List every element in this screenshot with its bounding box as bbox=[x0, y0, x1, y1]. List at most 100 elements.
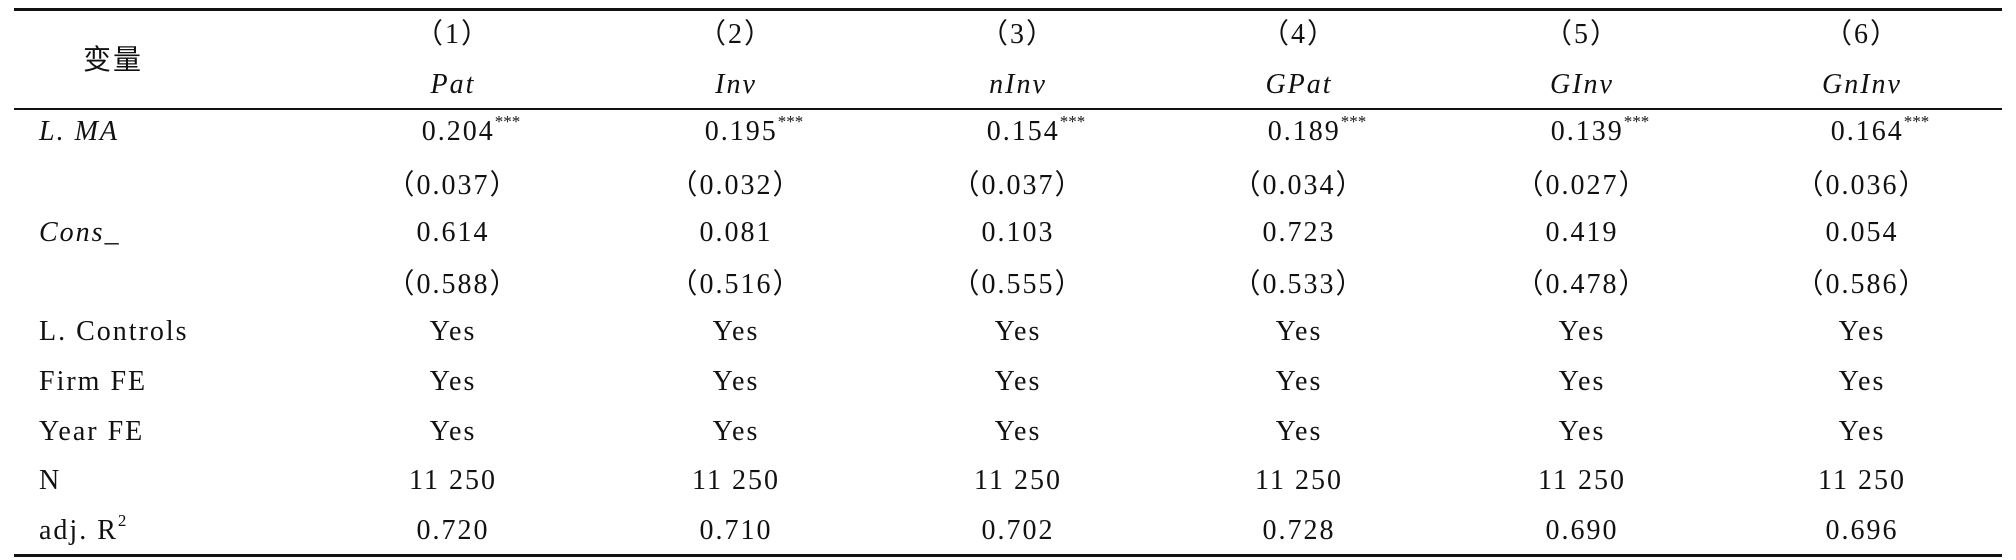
cell-value: （0.586） bbox=[1795, 269, 1929, 300]
cell-value: （0.037） bbox=[951, 170, 1085, 201]
cell: （0.586） bbox=[1795, 262, 1928, 302]
cell-value: （0.036） bbox=[1795, 170, 1929, 201]
row-label: L. MA bbox=[39, 116, 119, 147]
cell: 0.696 bbox=[1826, 515, 1899, 547]
column-name: nInv bbox=[989, 69, 1047, 100]
cell-value: 0.054 bbox=[1825, 217, 1899, 248]
variable-header: 变量 bbox=[82, 45, 144, 76]
cell-value: Yes bbox=[1838, 366, 1886, 397]
row-label: L. Controls bbox=[39, 316, 189, 347]
cell: 11 250 bbox=[1538, 465, 1626, 497]
cell: Yes bbox=[430, 316, 477, 348]
cell-value: 0.419 bbox=[1545, 217, 1619, 248]
cell-value: （0.034） bbox=[1232, 170, 1366, 201]
cell-value: Yes bbox=[1275, 416, 1323, 447]
label-superscript: 2 bbox=[117, 511, 127, 530]
cell-value: 11 250 bbox=[409, 465, 497, 496]
cell: Yes bbox=[1559, 366, 1606, 398]
significance-stars: *** bbox=[494, 112, 521, 131]
cell: 11 250 bbox=[974, 465, 1062, 497]
cell-value: Yes bbox=[1558, 316, 1606, 347]
cell-value: Yes bbox=[429, 366, 477, 397]
cell: 0.419 bbox=[1546, 217, 1619, 249]
cell: （0.027） bbox=[1515, 163, 1648, 203]
cell: 11 250 bbox=[692, 465, 780, 497]
cell-value: 11 250 bbox=[1255, 465, 1343, 496]
cell-value: 0.723 bbox=[1262, 217, 1336, 248]
cell-value: Yes bbox=[429, 316, 477, 347]
row-label: N bbox=[39, 465, 62, 496]
cell: 0.189*** bbox=[1267, 112, 1367, 148]
cell: 0.204*** bbox=[422, 112, 521, 148]
significance-stars: *** bbox=[1623, 112, 1650, 131]
cell-value: Yes bbox=[712, 416, 760, 447]
cell-value: 11 250 bbox=[974, 465, 1062, 496]
cell: 0.728 bbox=[1263, 515, 1336, 547]
cell: 0.723 bbox=[1263, 217, 1336, 249]
column-name: Pat bbox=[430, 69, 476, 100]
cell: Yes bbox=[1559, 316, 1606, 348]
cell: Yes bbox=[1276, 366, 1323, 398]
cell: 0.720 bbox=[417, 515, 490, 547]
cell: 0.081 bbox=[700, 217, 773, 249]
cell: Yes bbox=[713, 316, 760, 348]
row-label: adj. R2 bbox=[39, 511, 126, 547]
cell-value: Yes bbox=[1558, 366, 1606, 397]
cell: Yes bbox=[430, 416, 477, 448]
cell-value: Yes bbox=[1838, 316, 1886, 347]
cell-value: Yes bbox=[994, 366, 1042, 397]
row-label: Cons_ bbox=[39, 217, 121, 248]
row-label: Year FE bbox=[39, 416, 145, 447]
bottom-rule bbox=[14, 554, 2002, 557]
cell: Yes bbox=[713, 366, 760, 398]
column-number: （1） bbox=[414, 19, 492, 50]
cell: （0.516） bbox=[669, 262, 802, 302]
cell-value: 0.081 bbox=[699, 217, 773, 248]
cell-value: 0.696 bbox=[1825, 515, 1899, 546]
cell: （0.037） bbox=[386, 163, 519, 203]
cell: 0.154*** bbox=[986, 112, 1086, 148]
cell: 0.139*** bbox=[1550, 112, 1650, 148]
cell-value: Yes bbox=[429, 416, 477, 447]
column-number: （5） bbox=[1543, 19, 1621, 50]
cell: （0.533） bbox=[1232, 262, 1365, 302]
cell-value: Yes bbox=[1275, 366, 1323, 397]
cell-value: 0.690 bbox=[1545, 515, 1619, 546]
cell-value: （0.516） bbox=[669, 269, 803, 300]
column-number: （4） bbox=[1260, 19, 1338, 50]
cell: 0.690 bbox=[1546, 515, 1619, 547]
cell-value: 0.189 bbox=[1267, 116, 1341, 147]
cell-value: 0.720 bbox=[416, 515, 490, 546]
cell-value: 0.139 bbox=[1550, 116, 1624, 147]
cell-value: 0.195 bbox=[704, 116, 778, 147]
cell: 0.103 bbox=[982, 217, 1055, 249]
cell: 0.195*** bbox=[704, 112, 804, 148]
cell-value: Yes bbox=[1275, 316, 1323, 347]
cell-value: 11 250 bbox=[1818, 465, 1906, 496]
column-name: GPat bbox=[1265, 69, 1333, 100]
cell-value: （0.555） bbox=[951, 269, 1085, 300]
cell-value: 0.154 bbox=[986, 116, 1060, 147]
cell: Yes bbox=[1839, 416, 1886, 448]
cell: Yes bbox=[430, 366, 477, 398]
cell-value: （0.027） bbox=[1515, 170, 1649, 201]
cell-value: 0.710 bbox=[699, 515, 773, 546]
cell-value: （0.533） bbox=[1232, 269, 1366, 300]
column-number: （2） bbox=[697, 19, 775, 50]
cell: 11 250 bbox=[1255, 465, 1343, 497]
cell: （0.034） bbox=[1232, 163, 1365, 203]
cell: Yes bbox=[1839, 366, 1886, 398]
cell: （0.032） bbox=[669, 163, 802, 203]
cell-value: 0.103 bbox=[981, 217, 1055, 248]
cell: 11 250 bbox=[1818, 465, 1906, 497]
cell-value: （0.032） bbox=[669, 170, 803, 201]
significance-stars: *** bbox=[1059, 112, 1086, 131]
cell: Yes bbox=[995, 316, 1042, 348]
column-number: （6） bbox=[1823, 19, 1901, 50]
cell-value: Yes bbox=[712, 316, 760, 347]
header-rule bbox=[14, 108, 2002, 110]
cell: 0.702 bbox=[982, 515, 1055, 547]
row-label: Firm FE bbox=[39, 366, 148, 397]
cell-value: 0.702 bbox=[981, 515, 1055, 546]
